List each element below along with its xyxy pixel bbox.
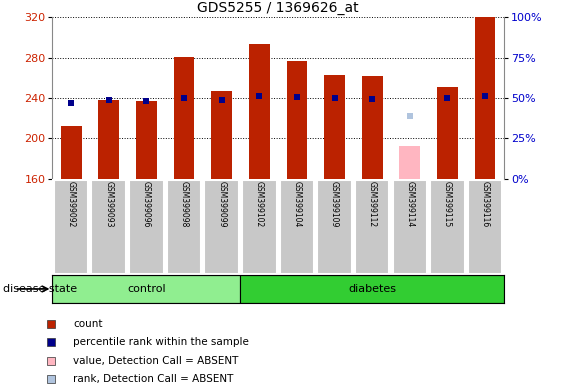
Title: GDS5255 / 1369626_at: GDS5255 / 1369626_at (197, 1, 359, 15)
Text: control: control (127, 284, 166, 294)
Text: GSM399114: GSM399114 (405, 182, 414, 228)
Bar (249, 45, 270, 179)
Bar (52, 275, 240, 303)
Bar (392, 180, 427, 273)
Bar (468, 180, 502, 273)
Text: GSM399109: GSM399109 (330, 182, 339, 228)
Bar (92, 180, 126, 273)
Bar (318, 180, 352, 273)
Bar (355, 180, 390, 273)
Bar (167, 180, 202, 273)
Text: count: count (73, 319, 102, 329)
Bar (400, 146, 420, 179)
Bar (240, 275, 504, 303)
Bar (99, 100, 119, 179)
Bar (362, 76, 382, 179)
Text: GSM399115: GSM399115 (443, 182, 452, 228)
Text: GSM399104: GSM399104 (292, 182, 301, 228)
Text: GSM399092: GSM399092 (66, 182, 75, 228)
Text: GSM399112: GSM399112 (368, 182, 377, 228)
Text: disease state: disease state (3, 284, 77, 294)
Text: GSM399116: GSM399116 (481, 182, 490, 228)
Bar (129, 180, 164, 273)
Bar (324, 75, 345, 179)
Text: GSM399096: GSM399096 (142, 182, 151, 228)
Bar (211, 91, 232, 179)
Text: diabetes: diabetes (348, 284, 396, 294)
Text: GSM399099: GSM399099 (217, 182, 226, 228)
Bar (280, 180, 314, 273)
Bar (287, 61, 307, 179)
Bar (475, 17, 495, 179)
Text: GSM399098: GSM399098 (180, 182, 189, 228)
Bar (136, 101, 157, 179)
Text: percentile rank within the sample: percentile rank within the sample (73, 338, 249, 348)
Bar (54, 180, 88, 273)
Text: rank, Detection Call = ABSENT: rank, Detection Call = ABSENT (73, 374, 234, 384)
Text: value, Detection Call = ABSENT: value, Detection Call = ABSENT (73, 356, 239, 366)
Text: GSM399093: GSM399093 (104, 182, 113, 228)
Bar (204, 180, 239, 273)
Text: GSM399102: GSM399102 (255, 182, 264, 228)
Bar (430, 180, 464, 273)
Bar (174, 56, 194, 179)
Bar (61, 126, 82, 179)
Bar (242, 180, 276, 273)
Bar (437, 87, 458, 179)
